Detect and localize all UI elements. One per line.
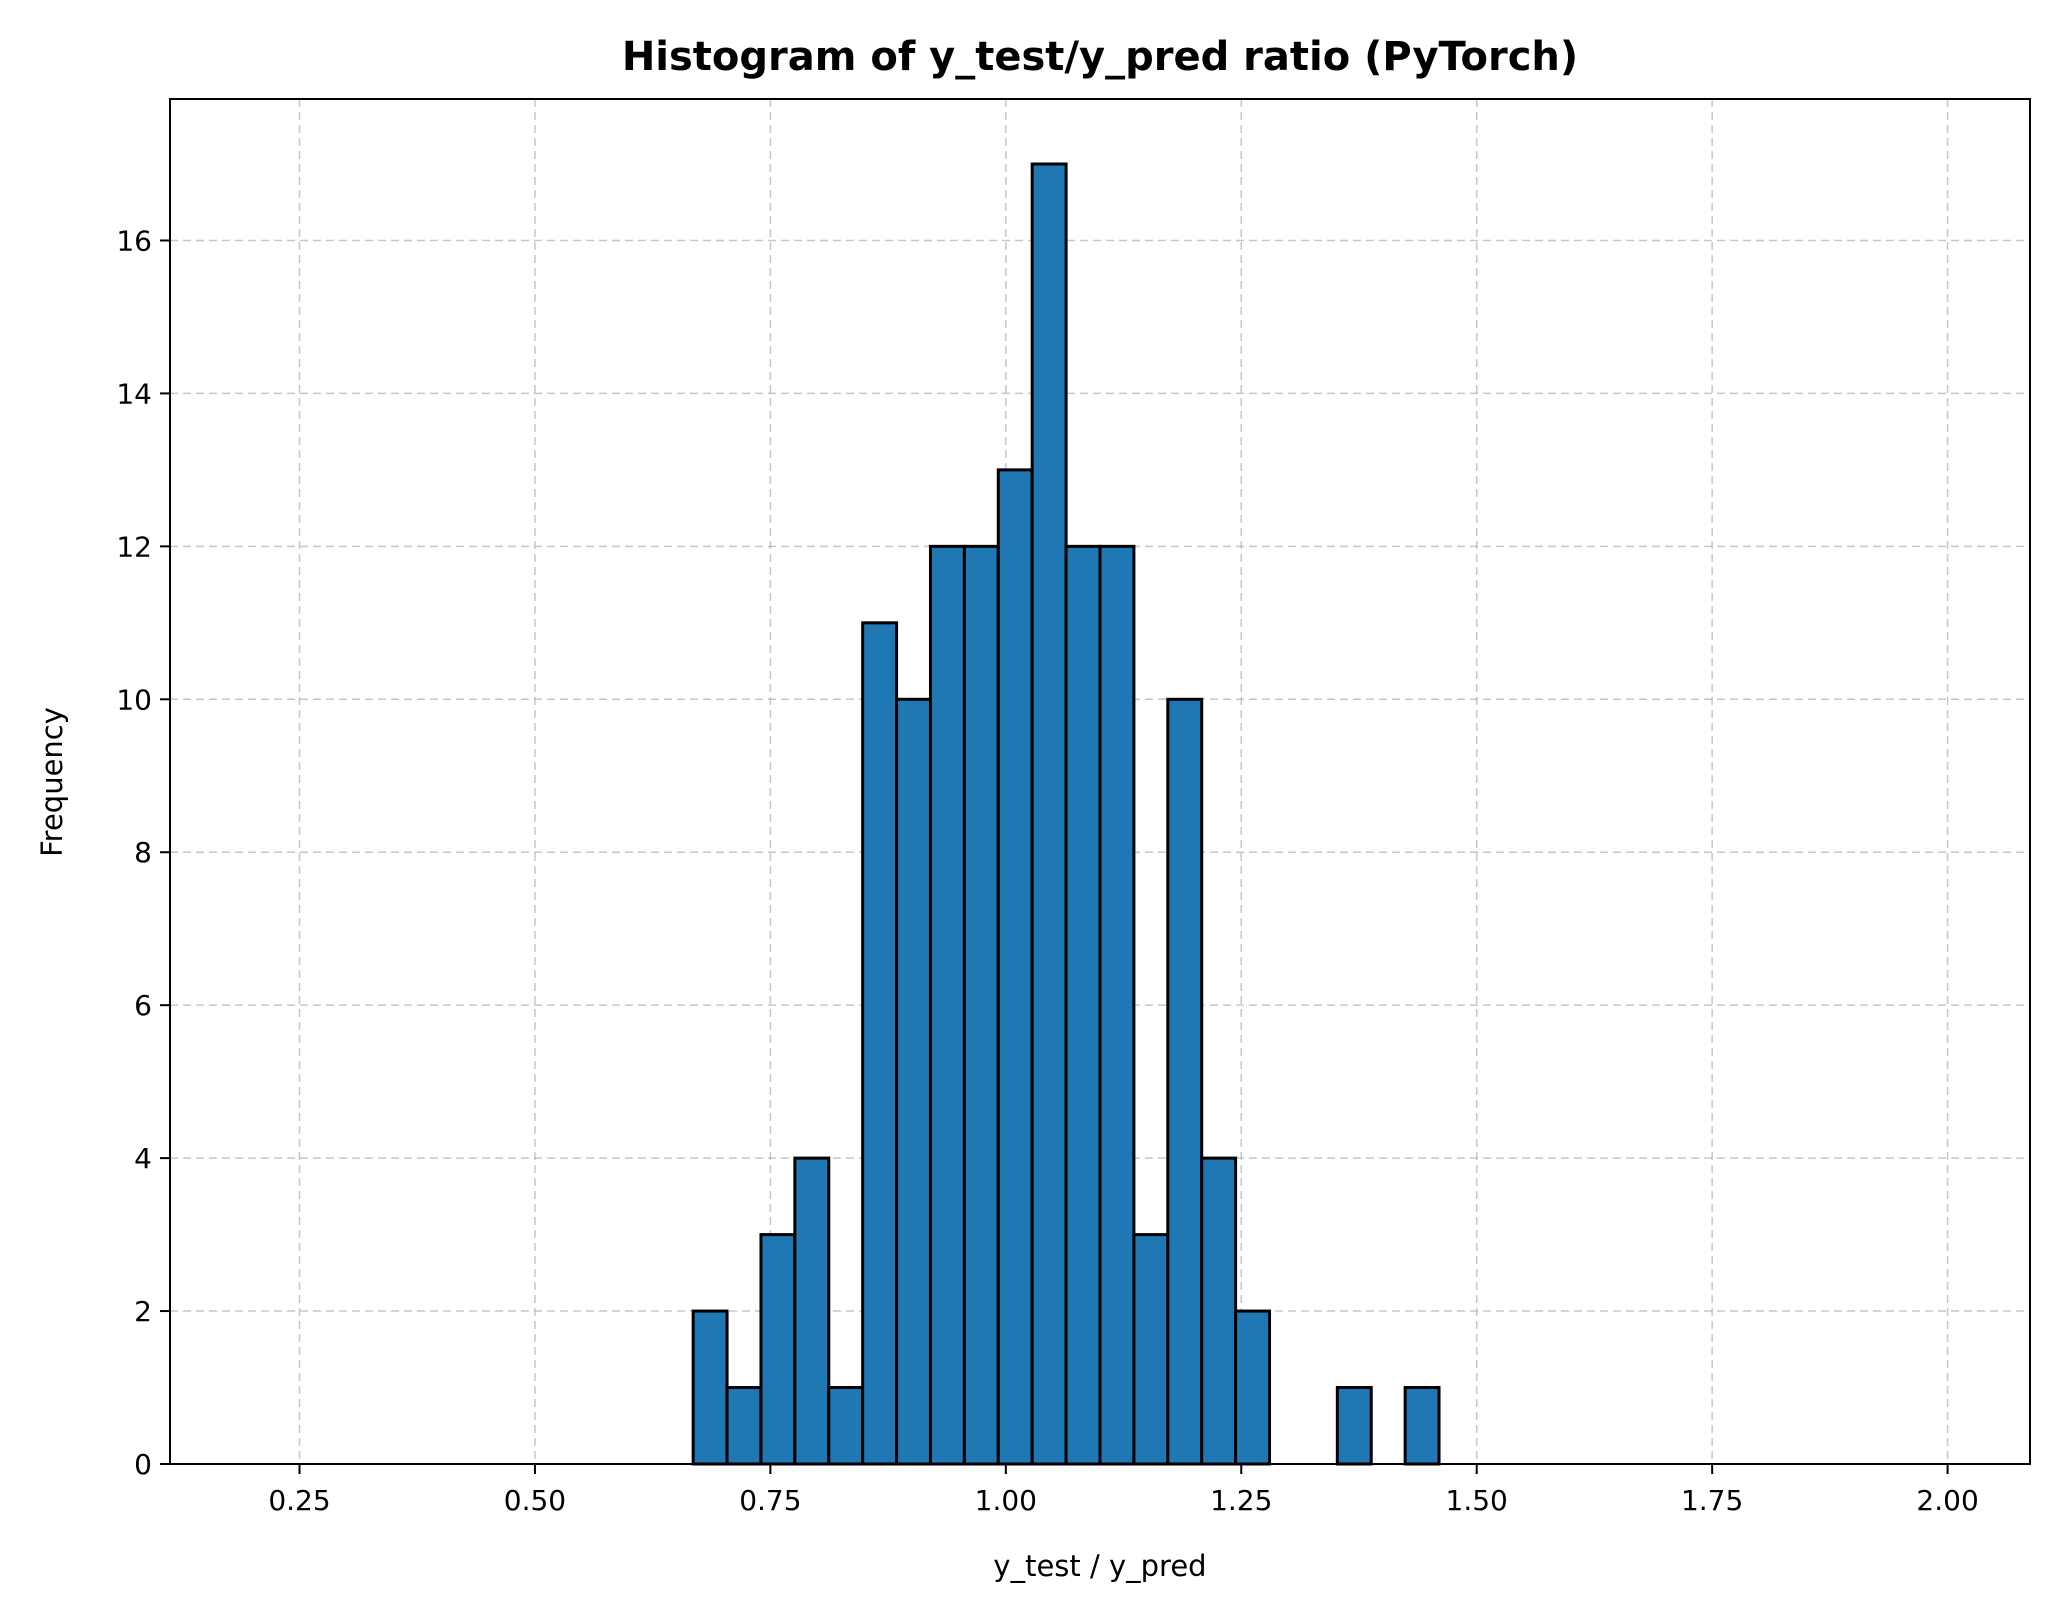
histogram-bar — [1098, 544, 1136, 1466]
histogram-bar — [895, 697, 932, 1466]
histogram-bar — [725, 1386, 763, 1466]
y-tick-label: 2 — [134, 1295, 152, 1328]
histogram-bar — [1064, 544, 1102, 1466]
chart-title: Histogram of y_test/y_pred ratio (PyTorc… — [622, 34, 1578, 80]
y-tick-label: 16 — [116, 224, 152, 257]
y-tick-label: 10 — [116, 683, 152, 716]
x-tick-label: 2.00 — [1916, 1484, 1978, 1517]
histogram-bar — [1166, 697, 1204, 1466]
x-tick-label: 1.75 — [1681, 1484, 1743, 1517]
histogram-bar — [1335, 1386, 1373, 1466]
histogram-bar — [827, 1386, 865, 1466]
histogram-bar — [1030, 162, 1068, 1466]
histogram-bar — [793, 1156, 831, 1466]
x-tick-label: 1.00 — [975, 1484, 1037, 1517]
y-tick-label: 8 — [134, 836, 152, 869]
y-axis-ticks: 0 2 4 6 8 10 12 14 16 — [116, 224, 170, 1481]
x-tick-label: 0.75 — [739, 1484, 801, 1517]
histogram-bar — [861, 621, 899, 1466]
x-tick-label: 1.50 — [1446, 1484, 1508, 1517]
histogram-bar — [1200, 1156, 1238, 1466]
x-tick-label: 0.25 — [268, 1484, 330, 1517]
x-tick-label: 0.50 — [504, 1484, 566, 1517]
y-tick-label: 4 — [134, 1142, 152, 1175]
x-axis-ticks: 0.25 0.50 0.75 1.00 1.25 1.50 1.75 2.00 — [268, 1464, 1979, 1517]
y-tick-label: 14 — [116, 377, 152, 410]
y-axis-label: Frequency — [35, 707, 69, 857]
histogram-bar — [928, 544, 966, 1466]
plot-frame — [169, 98, 2031, 1465]
histogram-bar — [1403, 1386, 1441, 1466]
x-tick-label: 1.25 — [1210, 1484, 1272, 1517]
y-tick-label: 0 — [134, 1448, 152, 1481]
y-tick-label: 12 — [116, 530, 152, 563]
histogram-bar — [1132, 1233, 1170, 1466]
histogram-bar — [691, 1309, 729, 1466]
histogram-bar — [1234, 1309, 1272, 1466]
histogram-bar — [962, 544, 1000, 1466]
y-tick-label: 6 — [134, 989, 152, 1022]
x-axis-label: y_test / y_pred — [993, 1549, 1206, 1583]
bars — [691, 162, 1441, 1466]
histogram-bar — [996, 468, 1034, 1466]
histogram-bar — [759, 1233, 797, 1466]
